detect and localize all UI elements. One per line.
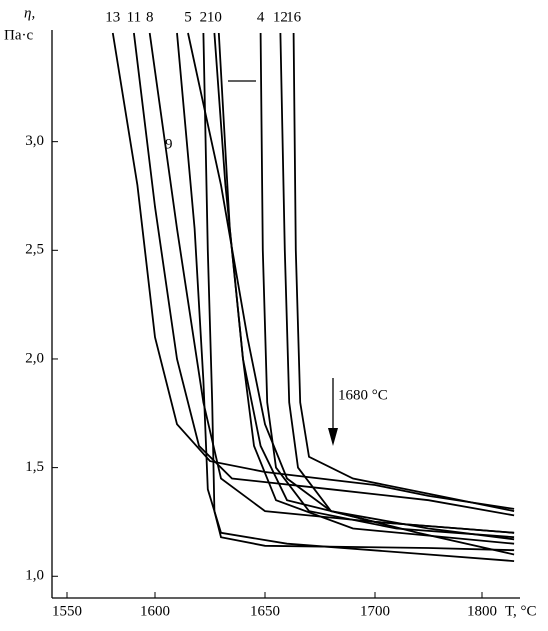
curve — [217, 32, 515, 534]
curve-label: 11 — [127, 9, 141, 25]
arrow-head — [328, 428, 338, 446]
x-axis-label: T, °C — [505, 603, 537, 619]
x-tick-label: 1550 — [52, 603, 82, 619]
y-axis-label: Па·с — [4, 27, 33, 43]
x-tick-label: 1700 — [360, 603, 390, 619]
x-tick-label: 1600 — [140, 603, 170, 619]
curve-label: 13 — [105, 9, 120, 25]
curve — [279, 32, 515, 556]
curve-label: 8 — [146, 9, 154, 25]
curve — [176, 32, 515, 562]
curve — [292, 32, 515, 512]
x-tick-label: 1650 — [250, 603, 280, 619]
curve — [202, 32, 515, 552]
curve-label: 2 — [200, 9, 208, 25]
curve — [213, 32, 515, 545]
y-axis-label: η, — [24, 5, 35, 21]
curve-label: 10 — [207, 9, 222, 25]
y-tick-label: 2,0 — [25, 350, 44, 366]
y-tick-label: 3,0 — [25, 133, 44, 149]
y-tick-label: 2,5 — [25, 242, 44, 258]
curve-label: 12 — [273, 9, 288, 25]
curve-label: 16 — [286, 9, 302, 25]
curve — [111, 32, 515, 510]
y-tick-label: 1,0 — [25, 568, 44, 584]
annotation: 1680 °C — [338, 387, 388, 403]
x-tick-label: 1800 — [467, 603, 497, 619]
curve — [133, 32, 515, 517]
curve — [187, 32, 515, 541]
curve-label: 9 — [165, 136, 173, 152]
curve-label: 5 — [184, 9, 192, 25]
curve-label: 4 — [257, 9, 265, 25]
y-tick-label: 1,5 — [25, 459, 44, 475]
curve — [259, 32, 515, 539]
